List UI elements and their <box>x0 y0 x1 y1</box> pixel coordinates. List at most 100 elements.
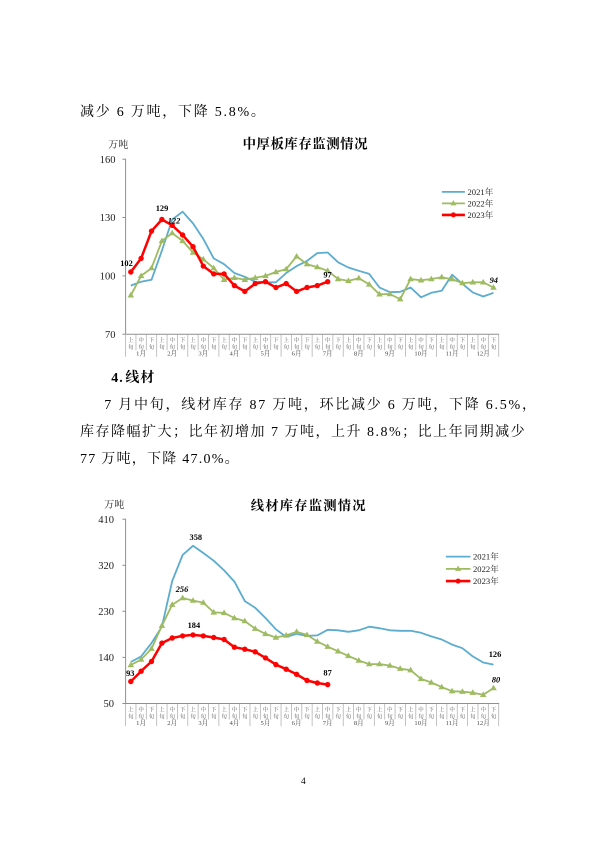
svg-text:358: 358 <box>190 533 203 542</box>
svg-text:1月: 1月 <box>136 719 146 727</box>
svg-text:下: 下 <box>366 337 372 344</box>
svg-text:2月: 2月 <box>167 719 177 727</box>
svg-text:旬: 旬 <box>211 712 217 720</box>
svg-text:2022年: 2022年 <box>473 563 499 574</box>
svg-text:上: 上 <box>252 336 258 344</box>
svg-text:中: 中 <box>138 705 144 713</box>
svg-text:上: 上 <box>377 705 383 713</box>
svg-text:上: 上 <box>221 705 227 713</box>
svg-text:旬: 旬 <box>252 343 258 351</box>
svg-text:旬: 旬 <box>273 712 279 720</box>
svg-text:中: 中 <box>356 705 362 713</box>
svg-text:旬: 旬 <box>180 343 186 351</box>
svg-text:上: 上 <box>283 705 289 713</box>
svg-text:旬: 旬 <box>201 343 207 351</box>
svg-text:9月: 9月 <box>385 719 395 727</box>
svg-text:上: 上 <box>283 336 289 344</box>
svg-text:100: 100 <box>100 272 116 283</box>
svg-text:下: 下 <box>242 337 248 344</box>
svg-text:2月: 2月 <box>167 350 177 358</box>
svg-text:旬: 旬 <box>470 712 476 720</box>
svg-text:中: 中 <box>263 336 269 344</box>
svg-text:上: 上 <box>315 336 321 344</box>
svg-text:上: 上 <box>128 336 134 344</box>
svg-text:旬: 旬 <box>252 712 258 720</box>
svg-text:上: 上 <box>159 336 165 344</box>
svg-text:2021年: 2021年 <box>473 551 499 562</box>
svg-text:万吨: 万吨 <box>104 498 124 511</box>
svg-text:184: 184 <box>188 621 201 630</box>
svg-text:旬: 旬 <box>263 712 269 720</box>
svg-text:87: 87 <box>323 669 331 678</box>
svg-text:129: 129 <box>156 204 169 213</box>
svg-text:旬: 旬 <box>232 712 238 720</box>
svg-text:旬: 旬 <box>480 343 486 351</box>
svg-text:122: 122 <box>168 217 181 226</box>
svg-text:中: 中 <box>263 705 269 713</box>
svg-text:410: 410 <box>98 515 114 526</box>
svg-text:上: 上 <box>470 336 476 344</box>
svg-text:256: 256 <box>175 585 189 594</box>
svg-text:中: 中 <box>201 336 207 344</box>
svg-text:3月: 3月 <box>198 719 208 727</box>
svg-text:中: 中 <box>356 336 362 344</box>
svg-text:102: 102 <box>120 259 133 268</box>
svg-text:6月: 6月 <box>292 350 302 358</box>
svg-text:下: 下 <box>149 337 155 344</box>
svg-text:下: 下 <box>273 337 279 344</box>
svg-text:中: 中 <box>169 705 175 713</box>
svg-text:下: 下 <box>335 706 341 713</box>
svg-text:10月: 10月 <box>414 719 427 727</box>
svg-text:230: 230 <box>98 607 114 618</box>
svg-text:旬: 旬 <box>366 712 372 720</box>
svg-text:旬: 旬 <box>273 343 279 351</box>
svg-text:旬: 旬 <box>138 343 144 351</box>
svg-text:旬: 旬 <box>221 343 227 351</box>
svg-text:旬: 旬 <box>408 712 414 720</box>
svg-text:上: 上 <box>439 336 445 344</box>
svg-text:126: 126 <box>489 650 502 659</box>
svg-text:上: 上 <box>470 705 476 713</box>
svg-text:320: 320 <box>98 561 114 572</box>
svg-text:9月: 9月 <box>385 350 395 358</box>
svg-text:6月: 6月 <box>292 719 302 727</box>
svg-text:11月: 11月 <box>446 350 459 358</box>
svg-text:12月: 12月 <box>477 350 490 358</box>
svg-text:上: 上 <box>408 336 414 344</box>
svg-text:上: 上 <box>346 705 352 713</box>
svg-text:旬: 旬 <box>294 712 300 720</box>
svg-text:下: 下 <box>180 337 186 344</box>
svg-text:旬: 旬 <box>346 712 352 720</box>
svg-text:旬: 旬 <box>439 343 445 351</box>
svg-text:上: 上 <box>346 336 352 344</box>
svg-text:下: 下 <box>460 706 466 713</box>
svg-text:下: 下 <box>335 337 341 344</box>
svg-text:旬: 旬 <box>418 343 424 351</box>
svg-text:7月: 7月 <box>323 719 333 727</box>
svg-text:旬: 旬 <box>387 712 393 720</box>
svg-text:旬: 旬 <box>128 712 134 720</box>
svg-text:下: 下 <box>397 337 403 344</box>
svg-text:旬: 旬 <box>283 343 289 351</box>
svg-text:旬: 旬 <box>149 343 155 351</box>
svg-text:下: 下 <box>429 706 435 713</box>
svg-text:旬: 旬 <box>470 343 476 351</box>
svg-text:旬: 旬 <box>190 712 196 720</box>
svg-text:中: 中 <box>480 705 486 713</box>
svg-text:旬: 旬 <box>128 343 134 351</box>
svg-text:下: 下 <box>366 706 372 713</box>
svg-text:旬: 旬 <box>491 343 497 351</box>
svg-text:旬: 旬 <box>304 343 310 351</box>
svg-text:中: 中 <box>294 705 300 713</box>
svg-text:上: 上 <box>128 705 134 713</box>
svg-text:中: 中 <box>387 705 393 713</box>
svg-text:旬: 旬 <box>304 712 310 720</box>
svg-text:中: 中 <box>169 336 175 344</box>
svg-text:旬: 旬 <box>190 343 196 351</box>
svg-text:中: 中 <box>480 336 486 344</box>
svg-text:旬: 旬 <box>429 343 435 351</box>
svg-text:80: 80 <box>492 676 501 685</box>
svg-text:下: 下 <box>242 706 248 713</box>
svg-text:旬: 旬 <box>418 712 424 720</box>
svg-text:10月: 10月 <box>414 350 427 358</box>
